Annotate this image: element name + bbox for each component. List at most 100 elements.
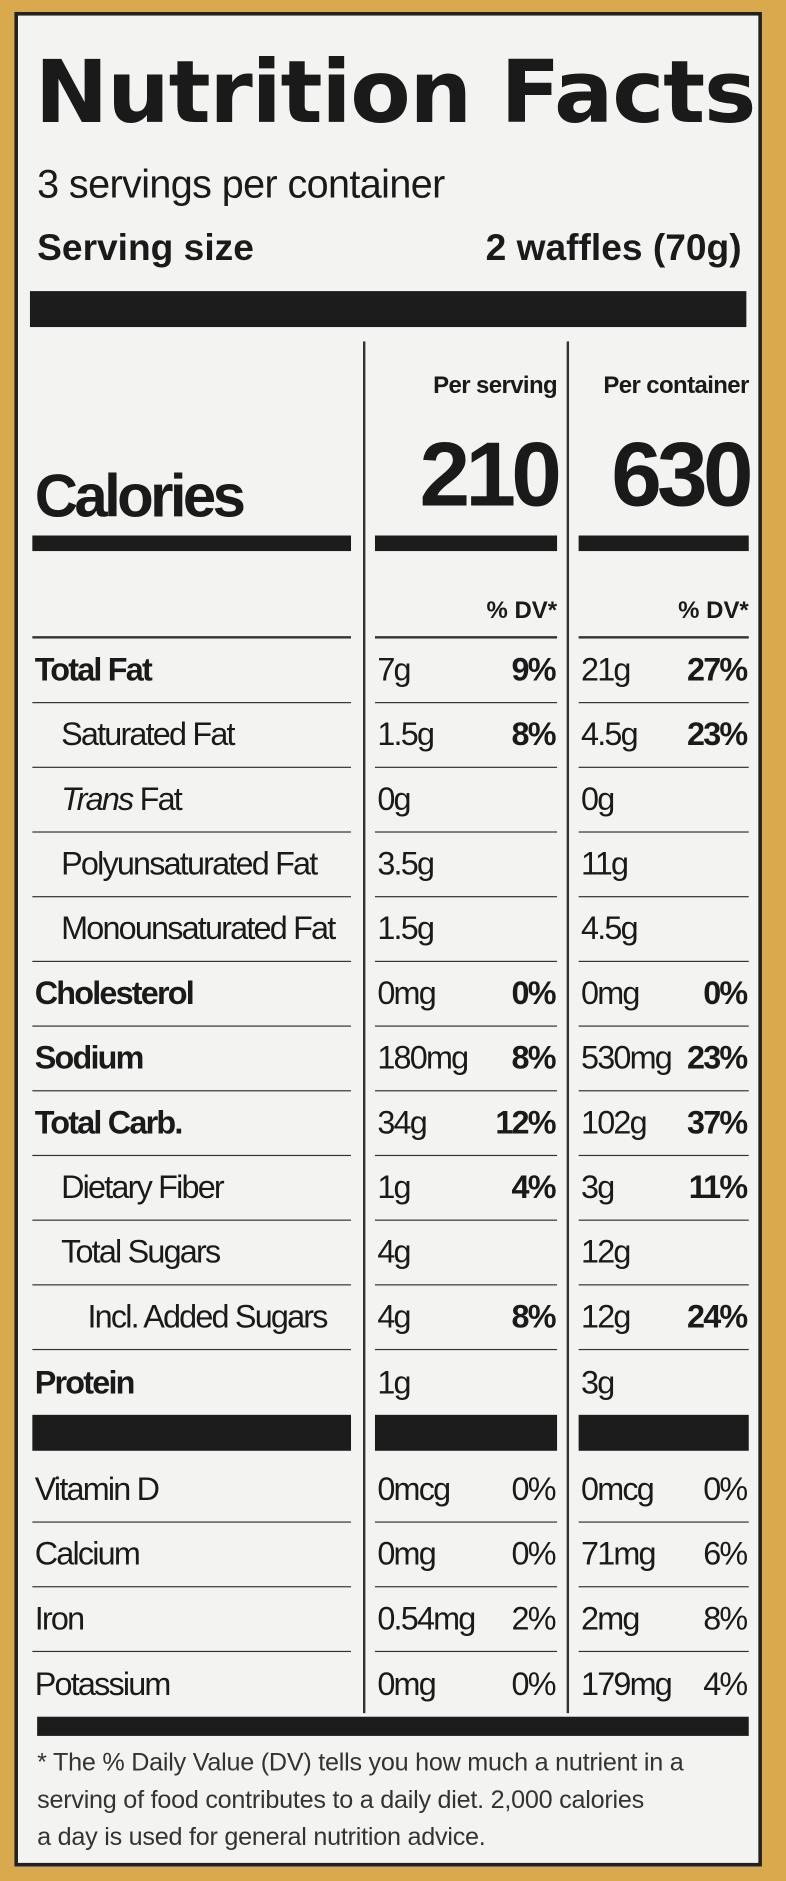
per-container-amount: 12g <box>581 1298 631 1335</box>
nutrient-row: Iron 0.54mg 2% 2mg 8% <box>18 1586 758 1653</box>
nutrient-row: Polyunsaturated Fat 3.5g 11g <box>18 833 758 898</box>
per-container-dv: 0% <box>703 975 748 1012</box>
per-serving-amount: 0mcg <box>377 1471 451 1508</box>
nutrient-name-cell: Sodium <box>32 1025 352 1092</box>
nutrient-name-cell: Total Fat <box>32 637 352 704</box>
nutrient-label-text: Protein <box>34 1364 136 1401</box>
nutrient-row: Total Carb. 34g 12% 102g 37% <box>18 1090 758 1157</box>
per-serving-dv: 8% <box>511 1298 557 1335</box>
per-container-amount: 21g <box>581 651 631 688</box>
per-container-amount: 11g <box>581 845 629 882</box>
footnote-line: a day is used for general nutrition advi… <box>37 1823 486 1851</box>
nutrient-row: Monounsaturated Fat 1.5g 4.5g <box>18 897 758 962</box>
nutrient-label: Cholesterol <box>34 975 195 1012</box>
serving-size-label: Serving size <box>37 226 254 269</box>
nutrient-label-text: Saturated Fat <box>61 716 235 753</box>
nutrient-label-text: Dietary Fiber <box>61 1169 225 1206</box>
per-serving-cell: 3.5g <box>374 831 558 898</box>
thick-divider <box>32 1414 352 1451</box>
nutrient-name-cell: Total Sugars <box>32 1220 352 1286</box>
per-serving-dv: 9% <box>511 651 557 688</box>
per-container-cell: 102g 37% <box>578 1090 749 1157</box>
nutrient-name-cell: Polyunsaturated Fat <box>32 831 352 898</box>
calories-per-container: 630 <box>611 424 753 526</box>
divider <box>32 636 352 638</box>
per-serving-amount: 0mg <box>377 975 436 1012</box>
nutrient-row: Total Sugars 4g 12g <box>18 1221 758 1286</box>
nutrient-row: Potassium 0mg 0% 179mg 4% <box>18 1652 758 1717</box>
nutrient-label-text: Cholesterol <box>34 975 195 1012</box>
nutrient-label: Trans Fat <box>61 781 183 818</box>
nutrient-label: Incl. Added Sugars <box>87 1298 328 1336</box>
per-container-dv: 23% <box>686 1039 748 1076</box>
nutrient-row: Saturated Fat 1.5g 8% 4.5g 23% <box>18 703 758 768</box>
per-container-dv: 4% <box>703 1666 748 1703</box>
per-serving-header: Per serving <box>433 372 558 399</box>
nutrient-row: Incl. Added Sugars 4g 8% 12g 24% <box>18 1284 758 1351</box>
per-container-cell: 0mg 0% <box>578 961 749 1027</box>
nutrient-label-text: Fat <box>139 781 183 818</box>
per-serving-dv: 0% <box>511 975 557 1012</box>
per-serving-cell: 1.5g <box>374 896 558 962</box>
per-container-amount: 4.5g <box>581 910 639 947</box>
nutrient-label: Sodium <box>34 1039 145 1077</box>
calories-label: Calories <box>34 462 246 530</box>
per-container-dv: 23% <box>686 716 748 753</box>
nutrient-label-text: Incl. Added Sugars <box>87 1298 328 1335</box>
nutrient-name-cell: Potassium <box>32 1652 351 1717</box>
nutrient-row: Dietary Fiber 1g 4% 3g 11% <box>18 1156 758 1221</box>
per-serving-amount: 1g <box>377 1364 411 1401</box>
servings-per-container: 3 servings per container <box>37 161 445 207</box>
per-container-cell: 21g 27% <box>578 637 749 704</box>
per-serving-amount: 180mg <box>377 1039 469 1076</box>
nutrient-name-cell: Calcium <box>32 1521 352 1588</box>
per-container-cell: 179mg 4% <box>579 1652 749 1717</box>
per-serving-dv: 0% <box>511 1471 557 1508</box>
nutrient-name-cell: Iron <box>32 1586 352 1653</box>
per-container-dv: 0% <box>703 1471 748 1508</box>
nutrient-name-cell: Cholesterol <box>32 961 352 1027</box>
thick-divider <box>29 291 747 328</box>
per-container-dv: 27% <box>686 651 748 688</box>
nutrient-label-text: Calcium <box>34 1535 141 1572</box>
nutrient-label-text: Total Sugars <box>61 1233 221 1270</box>
per-container-dv: 24% <box>686 1298 748 1335</box>
footnote-line: serving of food contributes to a daily d… <box>37 1786 644 1814</box>
per-serving-amount: 0g <box>377 781 411 818</box>
thick-divider <box>578 1414 749 1451</box>
per-container-cell: 71mg 6% <box>578 1521 749 1588</box>
per-serving-cell: 0mg 0% <box>374 1521 558 1588</box>
per-container-dv: 37% <box>686 1104 748 1141</box>
per-serving-amount: 4g <box>377 1233 411 1270</box>
per-container-cell: 12g <box>578 1220 749 1286</box>
label-title: Nutrition Facts <box>34 41 757 143</box>
per-serving-cell: 0mcg 0% <box>374 1457 558 1523</box>
nutrient-row: Cholesterol 0mg 0% 0mg 0% <box>18 962 758 1027</box>
per-serving-cell: 1g 4% <box>374 1155 558 1221</box>
per-container-dv: 6% <box>703 1535 748 1572</box>
nutrient-label-text: Total Fat <box>34 651 153 688</box>
per-serving-cell: 1g <box>375 1350 557 1415</box>
per-serving-amount: 34g <box>377 1104 427 1141</box>
nutrient-name-cell: Trans Fat <box>32 767 352 833</box>
per-container-header: Per container <box>603 372 749 399</box>
nutrient-name-cell: Total Carb. <box>32 1090 352 1157</box>
nutrient-name-cell: Monounsaturated Fat <box>32 896 352 962</box>
nutrient-name-cell: Incl. Added Sugars <box>32 1284 352 1351</box>
per-serving-amount: 1.5g <box>377 910 435 947</box>
calories-divider <box>32 535 352 552</box>
calories-divider <box>578 535 749 552</box>
nutrient-label-text: Monounsaturated Fat <box>61 910 336 947</box>
nutrient-row: Protein 1g 3g <box>18 1350 758 1415</box>
per-container-amount: 3g <box>581 1169 615 1206</box>
calories-divider <box>374 535 558 552</box>
footnote-line: * The % Daily Value (DV) tells you how m… <box>37 1749 684 1777</box>
calories-per-serving: 210 <box>419 424 562 526</box>
nutrient-label-text: Sodium <box>34 1039 145 1076</box>
per-container-cell: 2mg 8% <box>578 1586 749 1653</box>
nutrition-facts-label: Nutrition Facts 3 servings per container… <box>14 11 762 1867</box>
nutrient-name-cell: Dietary Fiber <box>32 1155 352 1221</box>
nutrient-label-text: Iron <box>34 1600 85 1637</box>
nutrient-row: Calcium 0mg 0% 71mg 6% <box>18 1523 758 1588</box>
nutrient-label-text: Potassium <box>34 1666 172 1703</box>
